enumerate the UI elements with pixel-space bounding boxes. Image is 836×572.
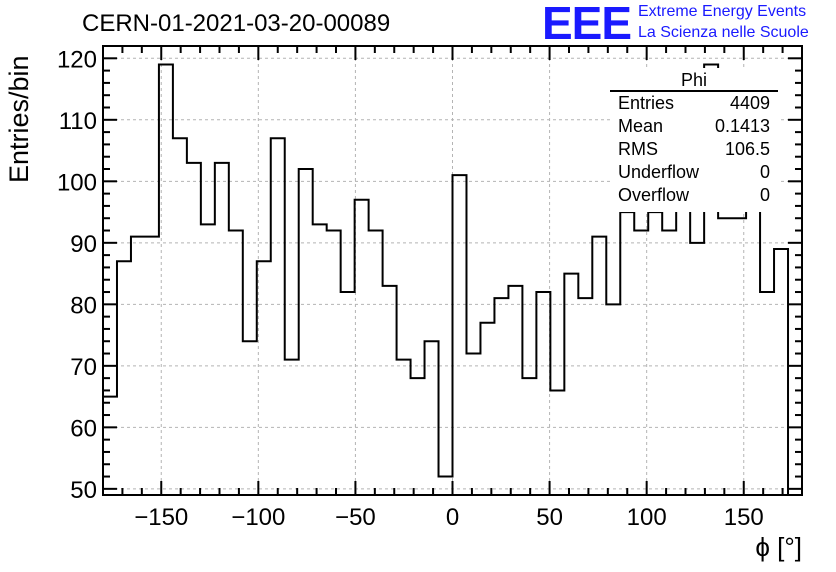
x-tick-label: 0 bbox=[446, 504, 459, 531]
y-tick-label: 70 bbox=[70, 354, 97, 381]
stats-value: 0.1413 bbox=[714, 116, 770, 136]
x-tick-label: 100 bbox=[627, 504, 667, 531]
axis-ticks bbox=[103, 45, 802, 495]
stats-row-entries: Entries 4409 bbox=[618, 93, 770, 116]
logo-caption-line2: La Scienza nelle Scuole bbox=[638, 24, 809, 41]
logo-caption-line1: Extreme Energy Events bbox=[638, 3, 807, 20]
y-tick-label: 110 bbox=[59, 108, 97, 135]
stats-value: 0 bbox=[759, 185, 770, 205]
stats-label: Overflow bbox=[618, 185, 690, 205]
stats-label: Mean bbox=[618, 116, 664, 136]
eee-logo: EEE bbox=[542, 0, 632, 49]
y-tick-label: 90 bbox=[70, 231, 97, 258]
x-tick-label: 50 bbox=[536, 504, 563, 531]
x-tick-label: −100 bbox=[231, 504, 285, 531]
stats-label: RMS bbox=[618, 139, 658, 159]
y-tick-label: 60 bbox=[70, 415, 97, 442]
y-axis-label: Entries/bin bbox=[4, 55, 34, 183]
histogram-step-line bbox=[102, 63, 790, 495]
y-tick-label: 120 bbox=[57, 46, 97, 73]
stats-label: Underflow bbox=[618, 162, 700, 182]
stats-value: 0 bbox=[759, 162, 770, 182]
stats-divider bbox=[610, 90, 778, 92]
stats-value: 4409 bbox=[729, 93, 770, 113]
stats-box: Phi Entries 4409 Mean 0.1413 RMS 106.5 U… bbox=[610, 68, 778, 212]
stats-row-rms: RMS 106.5 bbox=[618, 139, 770, 162]
x-axis-label: ϕ [°] bbox=[755, 532, 802, 562]
stats-title: Phi bbox=[680, 70, 707, 90]
stats-row-overflow: Overflow 0 bbox=[618, 185, 770, 208]
x-tick-labels: −150 −100 −50 0 50 100 150 bbox=[134, 504, 764, 531]
stats-label: Entries bbox=[618, 93, 675, 113]
plot-title: CERN-01-2021-03-20-00089 bbox=[82, 10, 391, 37]
y-tick-label: 80 bbox=[70, 292, 97, 319]
stats-row-underflow: Underflow 0 bbox=[618, 162, 770, 185]
x-tick-label: −150 bbox=[134, 504, 188, 531]
stats-row-mean: Mean 0.1413 bbox=[618, 116, 770, 139]
y-tick-label: 50 bbox=[70, 477, 97, 504]
y-tick-labels: 50 60 70 80 90 100 110 120 bbox=[57, 46, 97, 504]
x-tick-label: 150 bbox=[724, 504, 764, 531]
stats-value: 106.5 bbox=[724, 139, 770, 159]
y-tick-label: 100 bbox=[57, 169, 97, 196]
x-tick-label: −50 bbox=[335, 504, 376, 531]
